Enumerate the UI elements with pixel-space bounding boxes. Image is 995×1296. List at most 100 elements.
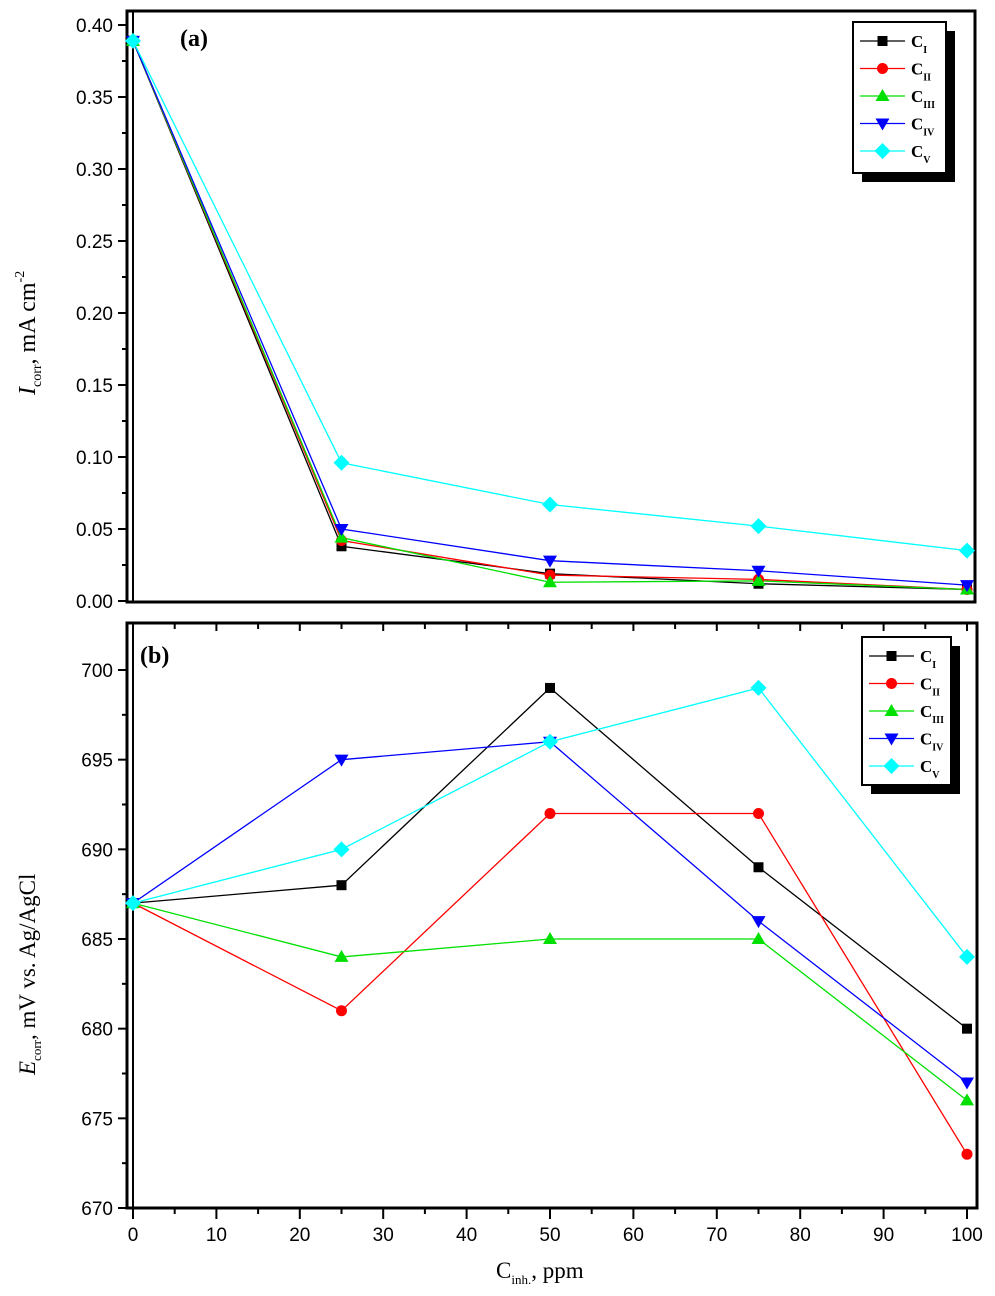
legend-label: CII xyxy=(911,60,931,84)
legend-label: CI xyxy=(911,32,927,56)
data-point-CI xyxy=(336,541,347,552)
y-tick-label: 0.25 xyxy=(76,232,113,253)
y-tick-label: 680 xyxy=(81,1020,113,1041)
legend-marker-CIV xyxy=(875,118,890,131)
x-tick-label: 40 xyxy=(456,1225,477,1246)
svg-text:Ecorr, mV vs. Ag/AgCl: Ecorr, mV vs. Ag/AgCl xyxy=(15,874,44,1076)
panel-b: 670 675 680 685 690 695 700 0 10 20 30 40 50 60 70 80 9… xyxy=(15,621,983,1287)
x-tick-label: 10 xyxy=(206,1225,227,1246)
data-point-CV xyxy=(959,948,975,965)
y-tick-label: 0.40 xyxy=(76,16,113,37)
panel-a-label: (a) xyxy=(180,26,208,52)
markers-CIV xyxy=(126,736,974,1090)
data-point-CIII xyxy=(960,1093,974,1106)
data-point-CV xyxy=(750,518,767,535)
data-point-CII xyxy=(544,807,556,819)
xlabel-main: C xyxy=(496,1258,511,1283)
data-point-CIII xyxy=(543,932,557,944)
legend-label: CII xyxy=(920,675,940,699)
data-point-CIII xyxy=(543,575,557,588)
legend-marker-CI xyxy=(886,651,897,661)
panel-a-legend: CI CII CIII CIV CV xyxy=(852,21,955,182)
legend-label: CIV xyxy=(920,730,944,754)
legend-marker-CII xyxy=(886,678,897,689)
legend-entry-CIII: CIII xyxy=(860,87,935,111)
legend-entry-CIV: CIV xyxy=(869,730,944,754)
series-CII xyxy=(132,812,968,1155)
x-tick-label: 50 xyxy=(539,1225,560,1246)
markers-CV xyxy=(125,32,975,559)
y-tick-label: 670 xyxy=(81,1199,113,1220)
xlabel-sub: inh. xyxy=(511,1272,531,1287)
legend-marker-CV xyxy=(883,758,900,774)
ylabel-main: I xyxy=(15,386,41,396)
x-axis-label: Cinh., ppm xyxy=(496,1258,584,1287)
series-line-CV xyxy=(132,687,968,958)
legend-marker-CIII xyxy=(875,89,890,101)
panel-b-legend: CI CII CIII CIV CV xyxy=(861,636,960,794)
data-point-CIV xyxy=(960,1077,974,1090)
data-point-CIII xyxy=(334,530,349,543)
legend-marker-CII xyxy=(877,63,888,74)
data-point-CII xyxy=(336,1005,347,1017)
ylabel-sup: -2 xyxy=(13,271,28,283)
y-tick-label: 0.00 xyxy=(76,592,113,613)
data-point-CIII xyxy=(751,573,766,586)
legend-marker-CIII xyxy=(884,704,899,716)
legend-marker-CI xyxy=(877,36,888,46)
legend-entry-CI: CI xyxy=(860,32,927,56)
y-tick-label: 0.10 xyxy=(76,448,113,469)
ylabel-rest: , mA cm xyxy=(15,282,41,364)
y-tick-label: 700 xyxy=(81,661,113,682)
panel-b-label: (b) xyxy=(140,643,169,669)
data-point-CIV xyxy=(960,580,974,593)
x-tick-label: 70 xyxy=(706,1225,727,1246)
data-point-CV xyxy=(333,454,350,471)
data-point-CIV xyxy=(751,916,766,929)
legend-label: CV xyxy=(911,142,931,166)
legend-label: CV xyxy=(920,757,940,781)
ylabel-sub: corr xyxy=(29,1039,44,1061)
data-point-CI xyxy=(336,880,347,891)
legend-marker-CV xyxy=(874,143,891,159)
legend-entry-CI: CI xyxy=(869,647,936,671)
series-CIV xyxy=(132,741,968,1083)
markers-CV xyxy=(125,679,975,965)
markers-CII xyxy=(127,807,973,1160)
x-tick-label: 0 xyxy=(128,1225,139,1246)
data-point-CII xyxy=(961,1148,973,1160)
x-tick-label: 20 xyxy=(289,1225,310,1246)
data-point-CV xyxy=(542,496,558,513)
x-tick-label: 90 xyxy=(873,1225,894,1246)
series-CV xyxy=(132,40,968,552)
panel-b-frame xyxy=(125,621,979,1210)
data-point-CII xyxy=(753,807,764,819)
data-point-CIII xyxy=(751,932,766,944)
x-tick-label: 60 xyxy=(623,1225,644,1246)
data-point-CV xyxy=(125,32,141,49)
series-CV xyxy=(132,687,968,958)
y-tick-label: 675 xyxy=(81,1109,113,1130)
y-tick-label: 0.05 xyxy=(76,520,113,541)
legend-marker-CIV xyxy=(884,733,899,746)
legend-entry-CV: CV xyxy=(869,757,940,781)
ylabel-sub: corr xyxy=(30,364,45,387)
ylabel-main: E xyxy=(15,1061,40,1076)
legend-entry-CII: CII xyxy=(860,60,931,84)
y-tick-label: 690 xyxy=(81,840,113,861)
xlabel-rest: , ppm xyxy=(531,1258,584,1283)
panel-a: 0.00 0.05 0.10 0.15 0.20 0.25 0.30 0.35 0.40 (a)… xyxy=(13,9,977,613)
panel-a-frame xyxy=(125,9,977,604)
x-tick-label: 100 xyxy=(951,1225,983,1246)
legend-box xyxy=(852,21,947,174)
data-point-CV xyxy=(542,733,558,750)
data-point-CI xyxy=(545,682,555,693)
markers-CIII xyxy=(126,896,974,1106)
series-line-CV xyxy=(132,40,968,552)
panel-a-ylabel: Icorr, mA cm-2 xyxy=(13,271,45,396)
y-tick-label: 0.35 xyxy=(76,88,113,109)
y-tick-label: 685 xyxy=(81,930,113,951)
data-point-CIV xyxy=(334,524,349,536)
x-tick-label: 30 xyxy=(373,1225,394,1246)
